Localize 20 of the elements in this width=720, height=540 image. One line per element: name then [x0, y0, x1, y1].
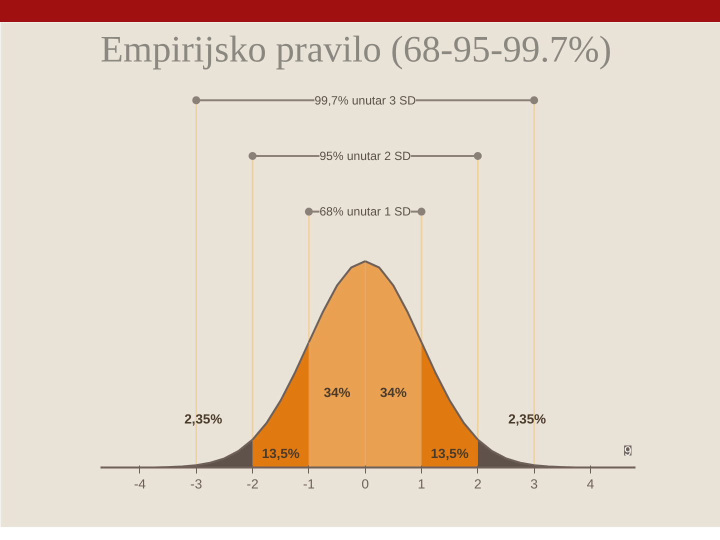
- x-tick-label: 0: [361, 476, 369, 492]
- x-tick-label: -2: [246, 476, 258, 492]
- text: 95% unutar 2 SD: [319, 148, 412, 163]
- annotation: 34%: [380, 384, 407, 400]
- x-tick-label: -4: [134, 476, 146, 492]
- x-tick-label: 4: [586, 476, 595, 492]
- x-tick-label: -3: [190, 476, 202, 492]
- annotation: 13,5%: [430, 446, 469, 462]
- x-tick-label: 1: [418, 476, 426, 492]
- annotation: 2,35%: [184, 412, 222, 427]
- chart-title: Empirijsko pravilo (68-95-99.7%): [100, 30, 612, 70]
- annotation: 34%: [324, 384, 351, 400]
- text: 68% unutar 1 SD: [319, 204, 412, 219]
- x-tick-label: 3: [530, 476, 538, 492]
- annotation: 13,5%: [262, 446, 300, 462]
- x-tick-label: -1: [302, 476, 315, 492]
- text: 99,7% unutar 3 SD: [314, 93, 416, 108]
- x-tick-label: 2: [474, 476, 482, 492]
- annotation: 9: [624, 444, 632, 458]
- annotation: 2,35%: [508, 412, 546, 427]
